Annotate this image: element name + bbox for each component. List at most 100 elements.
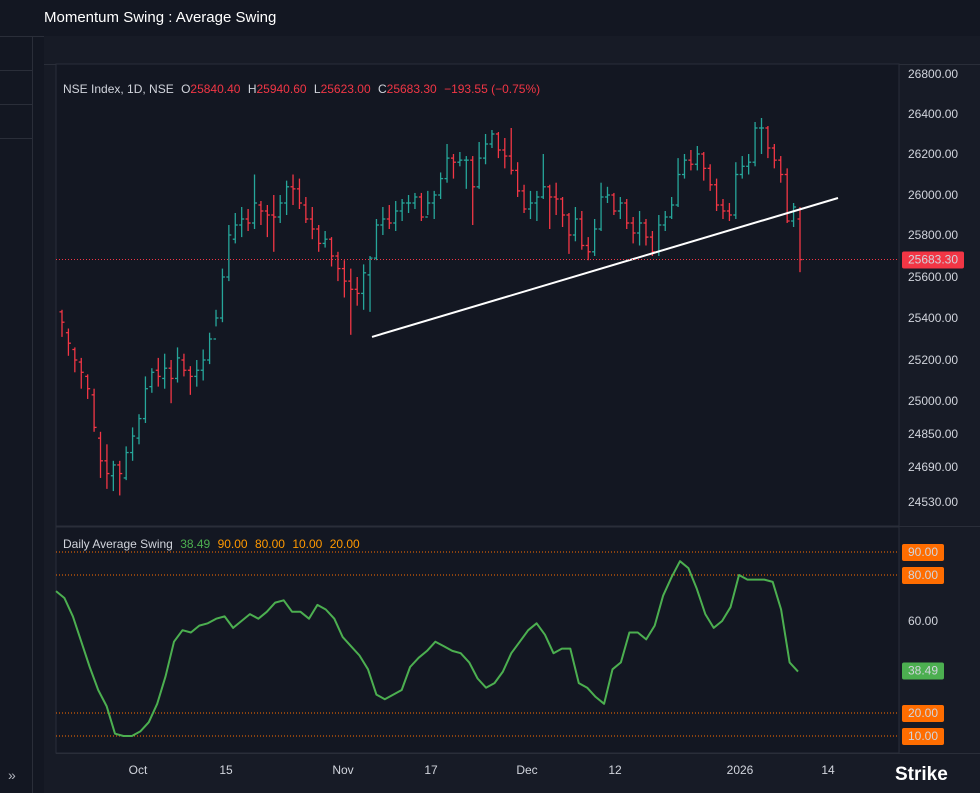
ohlc-bar [778,156,784,183]
ohlc-bar [431,190,437,219]
time-axis-label: 12 [608,763,622,777]
time-axis-label: Nov [332,763,353,777]
ohlc-bar [335,251,341,282]
ohlc-bar [758,118,764,154]
ohlc-bar [380,207,386,235]
oscillator-legend: Daily Average Swing 38.49 90.00 80.00 10… [63,537,364,551]
oscillator-name: Daily Average Swing [63,537,173,551]
ohlc-bar [739,156,745,179]
ohlc-bar [765,126,771,159]
ohlc-bar [98,431,104,478]
oscillator-value-label: 38.49 [908,663,938,677]
ohlc-bar [277,195,283,223]
ohlc-bar [181,353,187,377]
expand-toolbar-icon[interactable]: » [8,767,16,783]
ohlc-bar [771,144,777,169]
ohlc-bar [746,154,752,175]
ohlc-bar [354,277,360,306]
ohlc-bar [476,142,482,189]
price-axis-label: 24850.00 [908,427,958,441]
time-axis-label: 2026 [727,763,754,777]
price-axis-label: 25000.00 [908,394,958,408]
ohlc-bar [187,366,193,395]
oscillator-value: 38.49 [180,537,211,551]
ohlc-bar [720,199,726,219]
ohlc-bar [643,219,649,246]
ohlc-bar [579,211,585,250]
time-axis-label: 15 [219,763,233,777]
last-price-label: 25683.30 [908,253,958,267]
ohlc-bar [444,144,450,183]
oscillator-param: 20.00 [329,537,360,551]
ohlc-bar [373,219,379,261]
last-price-badge [902,251,964,269]
ohlc-bar [296,178,302,209]
ohlc-bar [303,197,309,223]
price-pane [55,63,900,527]
ohlc-bar [425,190,431,218]
oscillator-param: 90.00 [217,537,248,551]
ohlc-bar [604,186,610,203]
ohlc-bar [226,225,232,282]
ohlc-bar [123,446,129,481]
level-badge [902,728,944,745]
left-toolbar [0,36,33,793]
price-axis-label: 26000.00 [908,188,958,202]
price-axis-label: 26800.00 [908,67,958,81]
ohlc-bar [142,376,148,423]
oscillator-line [55,560,799,737]
level-badge [902,544,944,561]
ohlc-bar [694,146,700,171]
ohlc-bar [681,154,687,179]
ohlc-bar [592,219,598,256]
level-label: 90.00 [908,545,938,559]
ohlc-bar [502,138,508,169]
level-badge [902,567,944,584]
ohlc-bar [637,211,643,246]
ohlc-bar [65,328,71,356]
ohlc-bar [367,256,373,312]
legend-close: 25683.30 [386,82,437,96]
ohlc-bar [675,158,681,207]
ohlc-bar [72,347,78,373]
oscillator-value-badge [902,662,944,680]
indicator-title: Momentum Swing : Average Swing [44,9,277,26]
toolbar-divider [0,138,32,139]
ohlc-bar [59,309,65,337]
ohlc-bar [245,209,251,231]
ohlc-bar [624,199,630,229]
ohlc-bar [470,156,476,225]
oscillator-param: 80.00 [254,537,285,551]
ohlc-bar [598,182,604,231]
ohlc-bar [617,197,623,219]
time-axis-label: Oct [129,763,148,777]
ohlc-bar [284,180,290,215]
level-label: 20.00 [908,706,938,720]
ohlc-bar [130,427,136,461]
price-axis-label: 24690.00 [908,460,958,474]
ohlc-bar [207,332,213,365]
ohlc-bar [361,264,367,310]
price-axis-label: 24530.00 [908,495,958,509]
ohlc-bar [386,205,392,229]
ohlc-bar [258,201,264,225]
legend-low-label: L [313,82,321,96]
oscillator-param: 10.00 [292,537,323,551]
ohlc-bar [662,211,668,231]
level-label: 80.00 [908,568,938,582]
ohlc-bar [264,205,270,238]
level-label: 10.00 [908,729,938,743]
strike-logo: Strike [895,764,948,786]
legend-open: 25840.40 [190,82,241,96]
oscillator-axis-label: 60.00 [908,614,938,628]
legend-open-label: O [181,82,191,96]
ohlc-bar [418,192,424,221]
ohlc-bar [412,192,418,209]
ohlc-bar [463,156,469,189]
logo-text: Strike [895,764,948,785]
ohlc-bar [194,360,200,387]
ohlc-bar [175,347,181,383]
ohlc-bar [232,213,238,244]
ohlc-bar [566,213,572,254]
